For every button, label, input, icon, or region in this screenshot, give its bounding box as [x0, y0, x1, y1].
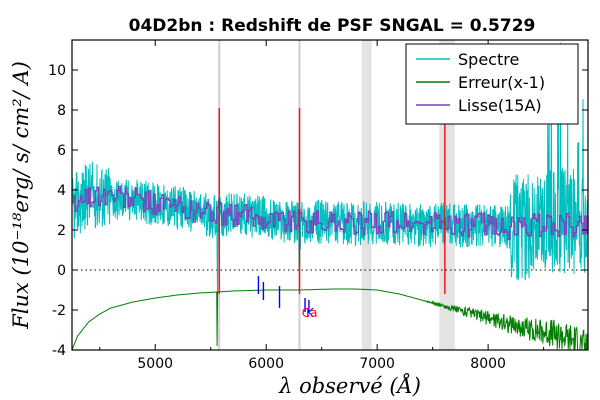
legend-label-2: Lisse(15A) [458, 96, 542, 115]
y-tick-label-3: 2 [57, 223, 66, 239]
annotation-0: K [306, 306, 315, 320]
y-tick-label-1: -2 [52, 303, 66, 319]
x-tick-label-1: 6000 [248, 356, 284, 372]
x-tick-label-2: 7000 [359, 356, 395, 372]
y-tick-label-7: 10 [48, 63, 66, 79]
y-tick-label-0: -4 [52, 343, 66, 359]
ticks: 5000 6000 7000 8000 -4 -2 0 2 4 6 8 10 [48, 40, 588, 372]
x-tick-label-0: 5000 [137, 356, 173, 372]
axes [71, 39, 589, 351]
plot-frame [71, 39, 589, 351]
y-tick-label-6: 8 [57, 103, 66, 119]
legend-label-1: Erreur(x-1) [458, 73, 545, 92]
chart-title: 04D2bn : Redshift de PSF SNGAL = 0.5729 [129, 16, 536, 36]
legend-box [405, 43, 579, 125]
legend: Spectre Erreur(x-1) Lisse(15A) [405, 43, 579, 125]
shaded-band-0 [361, 40, 372, 350]
annotation-1: Ca [302, 306, 318, 320]
x-axis-label: λ observé (Å) [278, 373, 421, 398]
legend-label-0: Spectre [458, 50, 519, 69]
y-tick-label-2: 0 [57, 263, 66, 279]
series-layer [71, 42, 589, 351]
series-erreur [71, 288, 589, 351]
series-lisse [72, 185, 589, 241]
y-tick-label-4: 4 [57, 183, 66, 199]
x-tick-label-3: 8000 [470, 356, 506, 372]
line-markers: KCa [218, 108, 446, 320]
y-tick-label-5: 6 [57, 143, 66, 159]
y-axis-label: Flux (10⁻¹⁸erg/ s/ cm²/ A) [9, 61, 33, 330]
